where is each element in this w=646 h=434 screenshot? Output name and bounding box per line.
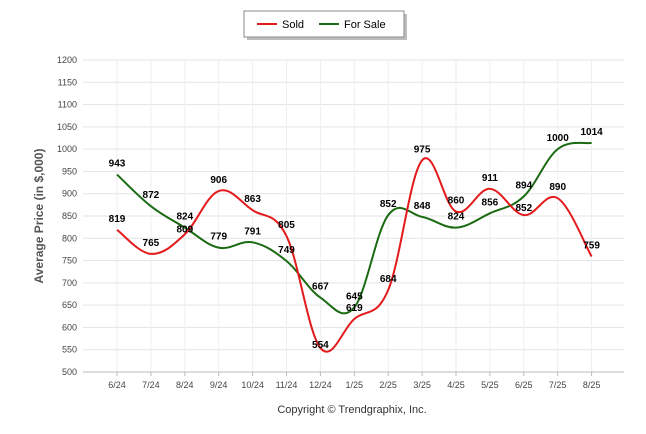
data-label-for-sale: 667 — [312, 282, 329, 293]
y-tick-label: 1050 — [57, 122, 77, 132]
y-tick-label: 650 — [62, 300, 77, 310]
x-tick-label: 6/24 — [108, 380, 126, 390]
data-label-sold: 684 — [380, 274, 397, 285]
data-label-sold: 852 — [515, 203, 532, 214]
legend-label-for-sale: For Sale — [344, 19, 386, 31]
data-label-for-sale: 856 — [482, 197, 499, 208]
x-tick-label: 7/24 — [142, 380, 160, 390]
data-label-sold: 863 — [244, 194, 261, 205]
copyright-footer: Copyright © Trendgraphix, Inc. — [277, 404, 426, 416]
data-label-sold: 765 — [143, 238, 160, 249]
data-label-for-sale: 824 — [448, 212, 465, 223]
data-label-for-sale: 824 — [176, 212, 193, 223]
x-tick-label: 12/24 — [309, 380, 332, 390]
y-tick-label: 700 — [62, 278, 77, 288]
y-tick-label: 1100 — [58, 100, 77, 110]
data-label-for-sale: 645 — [346, 291, 363, 302]
y-tick-label: 900 — [62, 189, 77, 199]
data-label-for-sale: 852 — [380, 199, 397, 210]
y-tick-label: 800 — [62, 233, 77, 243]
data-label-sold: 554 — [312, 340, 329, 351]
y-tick-label: 550 — [62, 345, 77, 355]
x-tick-label: 2/25 — [379, 380, 397, 390]
data-label-for-sale: 943 — [109, 159, 126, 170]
y-tick-label: 750 — [62, 256, 77, 266]
data-label-for-sale: 779 — [210, 232, 227, 243]
data-label-sold: 890 — [549, 182, 566, 193]
data-label-for-sale: 791 — [244, 226, 261, 237]
data-label-sold: 759 — [583, 241, 600, 252]
y-tick-label: 1150 — [58, 77, 77, 87]
x-tick-label: 7/25 — [549, 380, 567, 390]
y-tick-label: 600 — [62, 322, 77, 332]
data-label-sold: 911 — [482, 173, 499, 184]
data-label-for-sale: 1000 — [547, 133, 570, 144]
x-tick-label: 1/25 — [346, 380, 364, 390]
y-tick-label: 950 — [62, 166, 77, 176]
x-tick-label: 11/24 — [276, 380, 298, 390]
data-label-sold: 805 — [278, 220, 295, 231]
series-line-for-sale — [116, 141, 592, 315]
x-tick-label: 8/25 — [583, 380, 601, 390]
data-label-sold: 860 — [448, 196, 465, 207]
axes: 500 550 600 650 700 750 800 850 900 950 1000 1050 11… — [57, 55, 624, 390]
y-tick-label: 1000 — [57, 144, 77, 154]
data-label-for-sale: 848 — [414, 201, 431, 212]
y-tick-label: 1200 — [57, 55, 77, 65]
data-label-for-sale: 1014 — [580, 127, 603, 138]
series-lines — [116, 141, 593, 353]
data-label-for-sale: 749 — [278, 245, 295, 256]
data-label-sold: 809 — [176, 224, 193, 235]
data-label-for-sale: 894 — [515, 180, 532, 191]
y-tick-label: 500 — [62, 367, 77, 377]
x-tick-label: 5/25 — [481, 380, 499, 390]
legend: Sold For Sale — [243, 10, 407, 40]
x-tick-label: 9/24 — [210, 380, 228, 390]
data-labels: 819 765 809 906 863 805 554 619 684 975 860 911 852 8… — [109, 127, 604, 351]
y-axis-label: Average Price (in $,000) — [32, 149, 46, 284]
data-label-sold: 906 — [210, 175, 227, 186]
x-tick-label: 4/25 — [447, 380, 465, 390]
data-label-for-sale: 872 — [143, 190, 160, 201]
series-line-sold — [116, 157, 593, 353]
y-tick-label: 850 — [62, 211, 77, 221]
x-tick-label: 10/24 — [241, 380, 264, 390]
x-tick-label: 3/25 — [413, 380, 431, 390]
x-tick-label: 8/24 — [176, 380, 194, 390]
data-label-sold: 619 — [346, 303, 363, 314]
legend-label-sold: Sold — [282, 19, 304, 31]
x-tick-label: 6/25 — [515, 380, 533, 390]
data-label-sold: 819 — [109, 214, 126, 225]
data-label-sold: 975 — [414, 144, 431, 155]
